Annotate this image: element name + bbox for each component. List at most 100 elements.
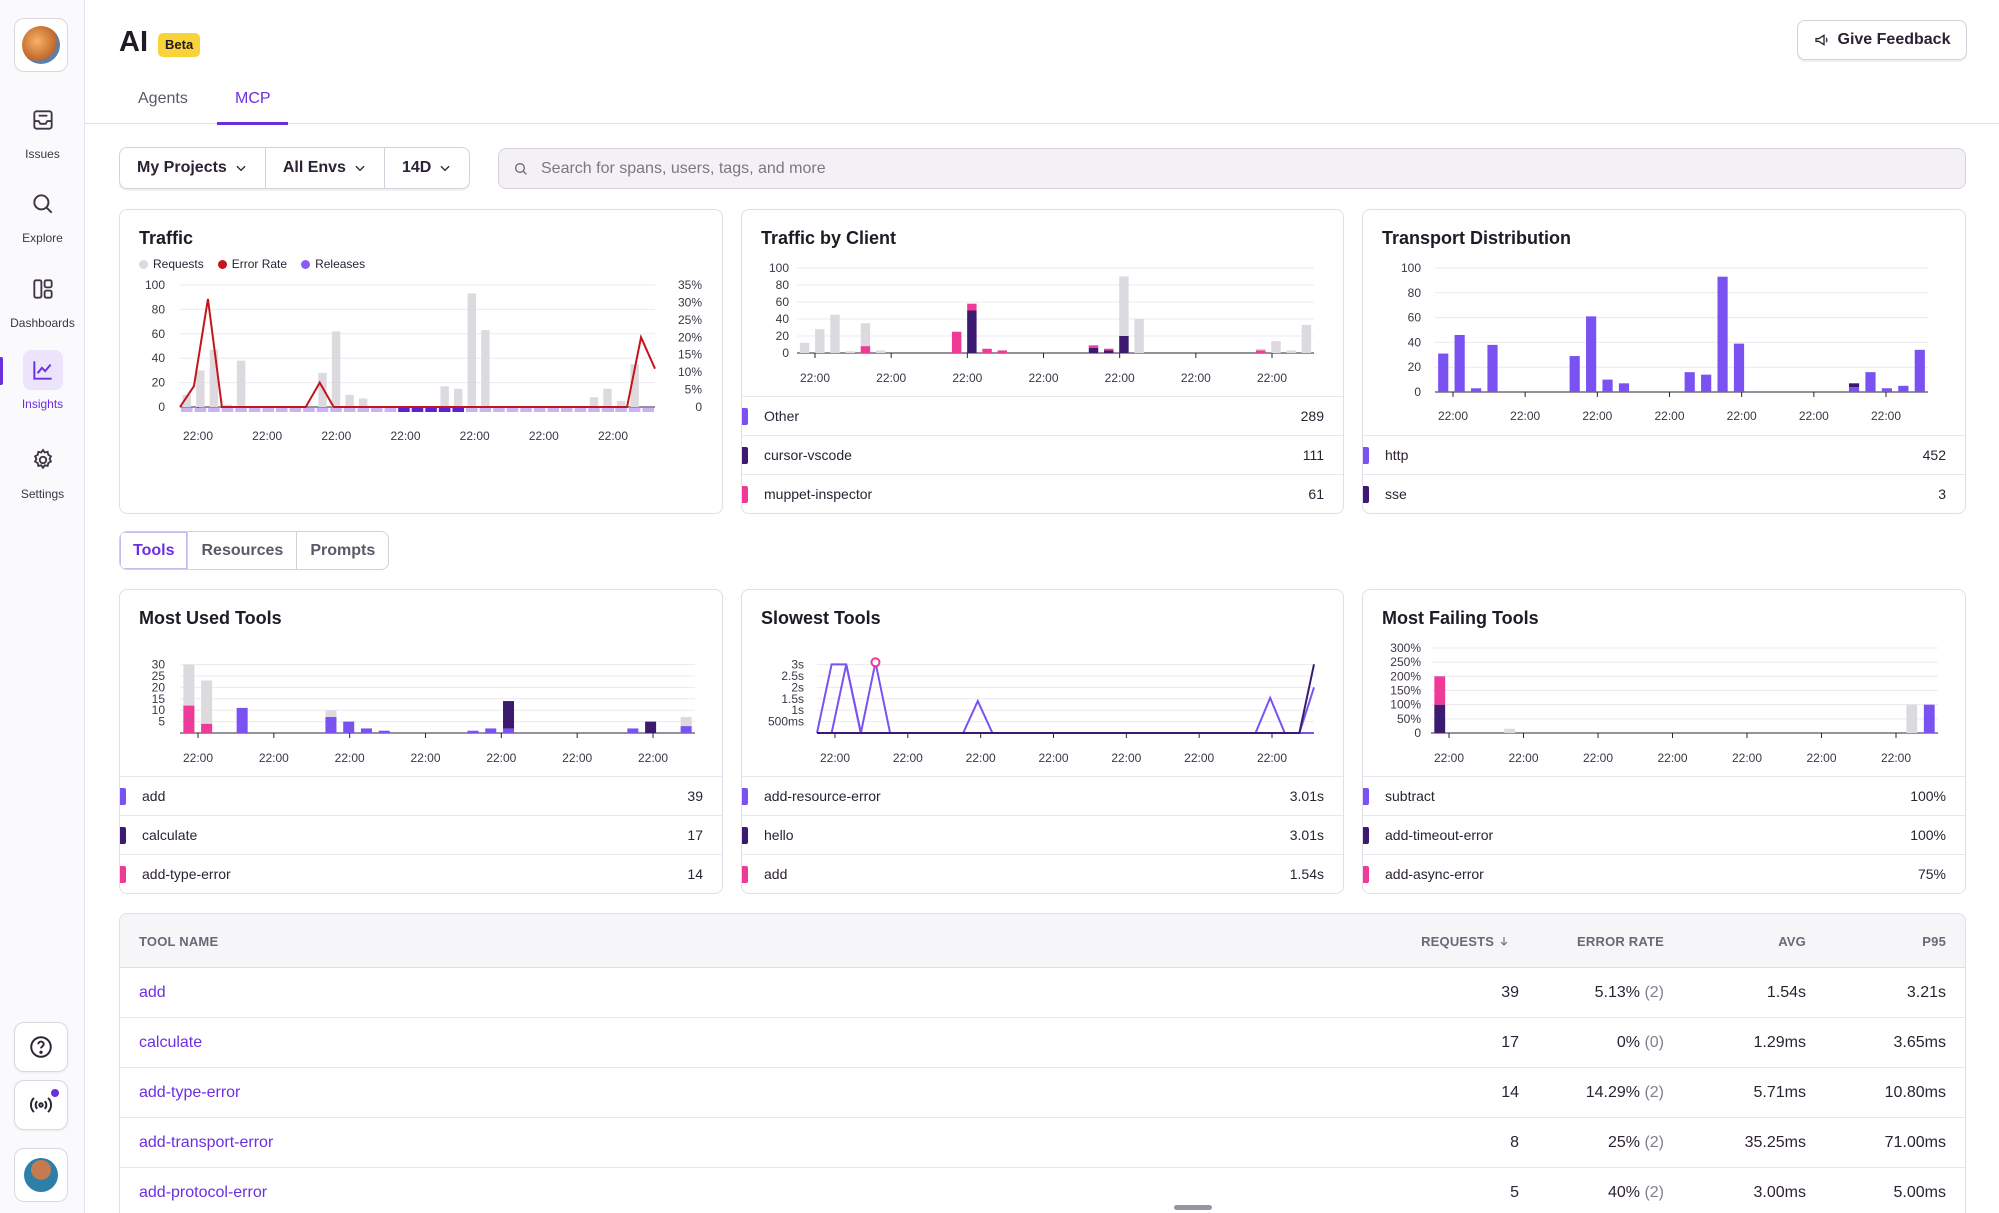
traffic-by-client-chart[interactable]: 0 20 40 60 80 100 22:00 22:00 22:00 22:00 22:00 22:… (742, 210, 1344, 400)
list-item[interactable]: add-timeout-error 100% (1363, 815, 1965, 854)
column-header-p95[interactable]: P95 (1922, 934, 1946, 949)
table-row[interactable]: add-protocol-error 5 40% (2) 3.00ms 5.00… (120, 1168, 1965, 1213)
tab-resources[interactable]: Resources (188, 532, 298, 569)
tool-name-link[interactable]: add-transport-error (139, 1134, 274, 1151)
resize-handle[interactable] (1174, 1205, 1212, 1210)
table-row[interactable]: add-type-error 14 14.29% (2) 5.71ms 10.8… (120, 1068, 1965, 1118)
tool-name-link[interactable]: add (139, 984, 166, 1001)
x-tick-label: 22:00 (321, 429, 351, 443)
series-swatch (1363, 827, 1369, 844)
environment-selector[interactable]: All Envs (266, 148, 385, 188)
column-header-avg[interactable]: Avg (1778, 934, 1806, 949)
most-failing-tools-chart[interactable]: 050%100%150%200%250%300% 22:00 22:00 22:00 2… (1363, 590, 1966, 780)
tab-prompts[interactable]: Prompts (310, 541, 376, 559)
most-used-tools-panel: Most Used Tools 5 10 15 20 25 30 22:00 22:00 22:… (119, 589, 723, 894)
bar (967, 303, 977, 311)
bar (1470, 388, 1482, 392)
bar (236, 360, 246, 407)
give-feedback-button[interactable]: Give Feedback (1797, 20, 1967, 60)
inbox-icon (23, 100, 63, 140)
search-input[interactable] (541, 159, 1841, 178)
table-row[interactable]: add-transport-error 8 25% (2) 35.25ms 71… (120, 1118, 1965, 1168)
list-item[interactable]: hello 3.01s (742, 815, 1343, 854)
tab-mcp[interactable]: MCP (235, 90, 271, 107)
legend-requests[interactable]: Requests (139, 257, 204, 271)
gear-icon (23, 440, 63, 480)
requests-cell: 5 (1510, 1184, 1519, 1201)
release-marker (601, 408, 614, 412)
series-value: 3.01s (1289, 827, 1324, 843)
error-count: (2) (1644, 1184, 1664, 1201)
sidebar-item-explore[interactable]: Explore (0, 184, 85, 245)
date-range-selector[interactable]: 14D (385, 148, 469, 188)
sidebar-item-issues[interactable]: Issues (0, 100, 85, 161)
list-item[interactable]: http 452 (1363, 435, 1965, 474)
sidebar-item-dashboards[interactable]: Dashboards (0, 269, 85, 330)
sidebar-item-insights[interactable]: Insights (0, 350, 85, 411)
transport-chart[interactable]: 0 20 40 60 80 100 22:00 22:00 22:00 22:00 22:00 22:… (1363, 210, 1966, 440)
tab-active-underline (217, 122, 288, 125)
bar (967, 310, 977, 353)
list-item[interactable]: muppet-inspector 61 (742, 474, 1343, 513)
requests-cell: 14 (1501, 1084, 1519, 1101)
release-marker (493, 408, 505, 412)
help-button[interactable] (14, 1022, 68, 1072)
column-header-tool-name[interactable]: Tool Name (139, 934, 219, 949)
y2-tick-label: 0 (695, 400, 702, 414)
y-tick-label: 0 (1414, 726, 1421, 740)
list-item[interactable]: add-type-error 14 (120, 854, 722, 893)
bar (318, 372, 327, 407)
user-avatar[interactable] (14, 1148, 68, 1202)
legend-dot-icon (301, 260, 311, 269)
list-item[interactable]: add-async-error 75% (1363, 854, 1965, 893)
list-item[interactable]: add 39 (120, 776, 722, 815)
bar (1088, 345, 1099, 348)
error-count: (0) (1644, 1034, 1664, 1051)
tool-name-link[interactable]: add-type-error (139, 1084, 241, 1101)
x-tick-label: 22:00 (410, 751, 440, 765)
sidebar-item-settings[interactable]: Settings (0, 440, 85, 501)
y2-tick-label: 35% (678, 278, 702, 292)
y-tick-label: 80 (152, 302, 166, 316)
project-selector[interactable]: My Projects (120, 148, 266, 188)
series-name: cursor-vscode (764, 447, 852, 463)
list-item[interactable]: subtract 100% (1363, 776, 1965, 815)
legend-releases[interactable]: Releases (301, 257, 365, 271)
beta-badge: Beta (158, 33, 201, 57)
broadcasts-button[interactable] (14, 1080, 68, 1130)
y-tick-label: 80 (776, 278, 790, 292)
column-header-requests[interactable]: Requests (1421, 934, 1510, 949)
release-marker (438, 408, 451, 412)
tool-name-link[interactable]: calculate (139, 1034, 203, 1051)
tab-agents[interactable]: Agents (138, 90, 188, 107)
bar (799, 342, 810, 353)
traffic-chart[interactable]: 0 20 40 60 80 100 0 5% 10% 15% 20% 25% 30% 35% 22:00 22… (120, 210, 723, 514)
x-tick-label: 22:00 (1732, 751, 1762, 765)
list-item[interactable]: sse 3 (1363, 474, 1965, 513)
legend-error-rate[interactable]: Error Rate (217, 257, 288, 271)
bar (467, 730, 479, 733)
tool-name-link[interactable]: add-protocol-error (139, 1184, 268, 1201)
error-rate-value: 40% (1607, 1184, 1640, 1201)
list-item[interactable]: add 1.54s (742, 854, 1343, 893)
search-bar[interactable] (498, 148, 1966, 189)
table-row[interactable]: add 39 5.13% (2) 1.54s 3.21s (120, 968, 1965, 1018)
list-item[interactable]: Other 289 (742, 396, 1343, 435)
error-rate-value: 5.13% (1594, 984, 1640, 1001)
series-name: add (142, 788, 166, 804)
series-name: hello (764, 827, 794, 843)
list-item[interactable]: cursor-vscode 111 (742, 435, 1343, 474)
table-row[interactable]: calculate 17 0% (0) 1.29ms 3.65ms (120, 1018, 1965, 1068)
legend-label: Error Rate (231, 257, 288, 271)
tab-tools[interactable]: Tools (120, 532, 189, 569)
series-value: 1.54s (1289, 866, 1324, 882)
error-rate-value: 0% (1616, 1034, 1640, 1051)
list-item[interactable]: calculate 17 (120, 815, 722, 854)
column-header-error-rate[interactable]: Error Rate (1577, 934, 1664, 949)
transport-legend: http 452 sse 3 (1363, 435, 1965, 513)
org-avatar[interactable] (14, 18, 68, 72)
p95-cell: 71.00ms (1884, 1134, 1946, 1151)
list-item[interactable]: add-resource-error 3.01s (742, 776, 1343, 815)
